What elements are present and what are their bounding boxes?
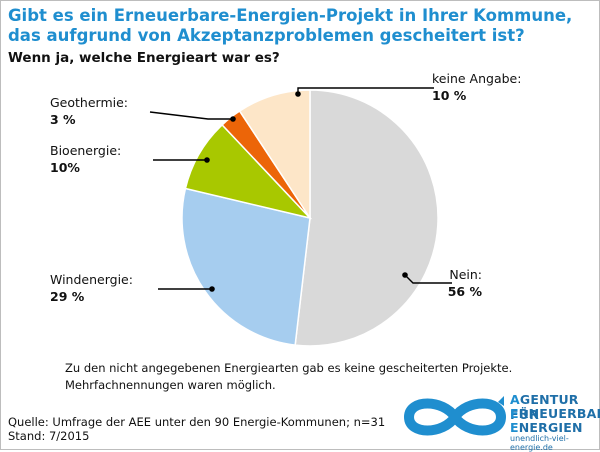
- logo-line-3: ENERGIEN: [510, 420, 583, 435]
- footnote: Zu den nicht angegebenen Energiearten ga…: [65, 360, 512, 394]
- logo-line-3-text: NERGIEN: [518, 420, 583, 435]
- leader-dot-bioenergie: [204, 157, 210, 163]
- logo-line-1-text: GENTUR FÜR: [510, 392, 579, 422]
- logo-line-2-text: RNEUERBARE: [518, 406, 600, 421]
- slice-keine_angabe: [238, 89, 311, 221]
- leader-line-nein: [404, 274, 452, 284]
- aee-logo: AGENTUR FÜR ERNEUERBARE ENERGIEN unendli…: [403, 384, 600, 452]
- slice-value-keine_angabe: 10 %: [432, 88, 467, 103]
- leader-dot-geothermie: [230, 116, 236, 122]
- chart-title: Gibt es ein Erneuerbare-Energien-Projekt…: [8, 6, 573, 45]
- logo-line-2: ERNEUERBARE: [510, 406, 600, 421]
- slice-label-bioenergie: Bioenergie:: [50, 143, 121, 158]
- leader-dot-nein: [402, 272, 408, 278]
- leader-dot-windenergie: [209, 286, 215, 292]
- slice-value-nein: 56 %: [448, 284, 483, 299]
- logo-initial-e2: E: [510, 420, 519, 435]
- logo-initial-e1: E: [510, 406, 519, 421]
- logo-initial-a: A: [510, 392, 520, 407]
- slice-label-windenergie: Windenergie:: [50, 272, 133, 287]
- slice-label-keine_angabe: keine Angabe:: [432, 71, 521, 86]
- leader-dot-keine_angabe: [295, 91, 301, 97]
- footnote-line-2: Mehrfachnennungen waren möglich.: [65, 378, 276, 392]
- chart-subtitle: Wenn ja, welche Energieart war es?: [8, 50, 280, 66]
- logo-line-1: AGENTUR FÜR: [510, 392, 598, 422]
- slice-windenergie: [181, 187, 311, 346]
- slice-label-geothermie: Geothermie:: [50, 95, 128, 110]
- leader-line-geothermie: [149, 111, 233, 120]
- slice-value-bioenergie: 10%: [50, 160, 80, 175]
- date-line: Stand: 7/2015: [8, 429, 90, 443]
- source-note: Quelle: Umfrage der AEE unter den 90 Ene…: [8, 415, 385, 443]
- source-line: Quelle: Umfrage der AEE unter den 90 Ene…: [8, 415, 386, 429]
- slice-label-nein: Nein:: [449, 267, 482, 282]
- slice-nein: [294, 89, 439, 347]
- footnote-line-1: Zu den nicht angegebenen Energiearten ga…: [65, 361, 513, 375]
- slice-value-windenergie: 29 %: [50, 289, 85, 304]
- logo-url: unendlich-viel-energie.de: [510, 434, 569, 452]
- infinity-logo-icon: [404, 396, 506, 436]
- slice-value-geothermie: 3 %: [50, 112, 76, 127]
